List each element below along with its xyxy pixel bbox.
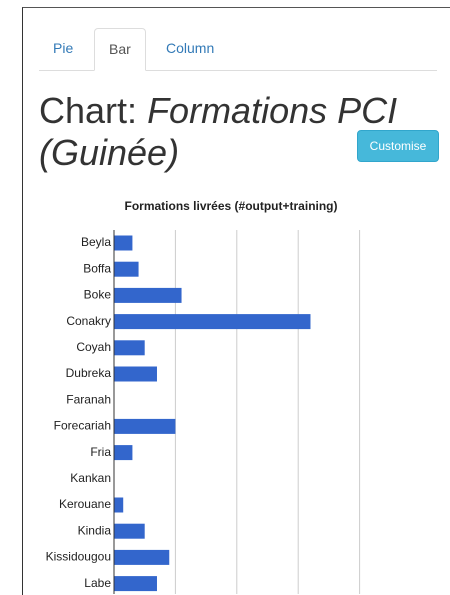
heading-name: Formations PCI (Guinée): [39, 90, 398, 173]
y-tick-label: Labe: [84, 576, 111, 590]
tab-bar: Pie Bar Column: [39, 28, 437, 71]
heading: Chart: Formations PCI (Guinée): [39, 90, 429, 174]
y-tick-label: Coyah: [76, 340, 111, 354]
tab[interactable]: Bar: [94, 28, 146, 71]
bar: [114, 235, 133, 251]
y-tick-label: Kerouane: [59, 497, 111, 511]
bar: [114, 314, 311, 330]
bar: [114, 261, 139, 277]
y-tick-label: Fria: [90, 445, 111, 459]
y-tick-label: Conakry: [66, 314, 111, 328]
bar: [114, 523, 145, 539]
customise-button[interactable]: Customise: [357, 130, 439, 162]
bar: [114, 549, 170, 565]
bar: [114, 576, 157, 592]
window: Pie Bar Column Chart: Formations PCI (Guin…: [22, 7, 450, 595]
y-tick-label: Kindia: [78, 523, 112, 537]
bar: [114, 418, 176, 434]
y-tick-label: Boffa: [83, 261, 111, 275]
y-tick-label: Boke: [84, 288, 112, 302]
bar: [114, 497, 124, 513]
heading-label: Chart:: [39, 90, 138, 131]
bar: [114, 445, 133, 461]
y-tick-label: Faranah: [66, 392, 111, 406]
bar: [114, 340, 145, 356]
bar: [114, 366, 157, 382]
tab[interactable]: Column: [166, 40, 215, 56]
chart-title: Formations livrées (#output+training): [124, 199, 337, 213]
tab[interactable]: Pie: [53, 40, 74, 56]
y-tick-label: Kankan: [70, 471, 111, 485]
y-tick-label: Dubreka: [66, 366, 112, 380]
bar: [114, 287, 182, 303]
y-tick-label: Kissidougou: [46, 550, 111, 564]
y-tick-label: Forecariah: [54, 419, 111, 433]
y-tick-label: Beyla: [81, 235, 111, 249]
